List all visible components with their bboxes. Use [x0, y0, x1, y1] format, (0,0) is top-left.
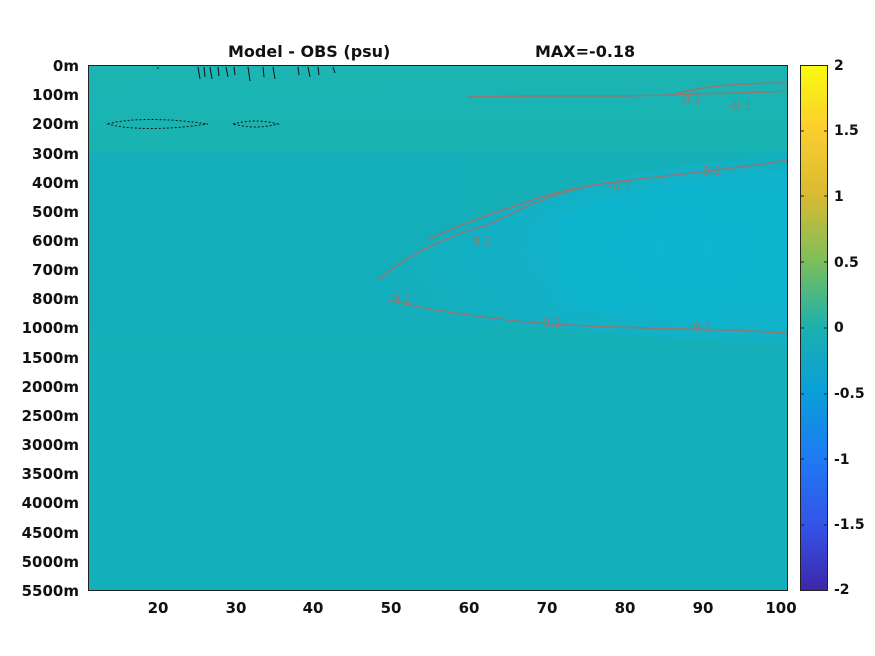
- y-tick-label: 1500m: [21, 349, 79, 367]
- tongue-core: [558, 170, 788, 330]
- x-tick-label: 30: [225, 599, 247, 617]
- surface-contour-marks: [106, 66, 336, 129]
- colorbar-tick-label: 1: [834, 189, 844, 205]
- colorbar-tick-label: -0.5: [834, 386, 865, 402]
- contour-line: [677, 82, 788, 94]
- contour-line: [377, 159, 788, 281]
- y-tick-label: 3500m: [21, 465, 79, 483]
- y-tick-label: 100m: [32, 86, 79, 104]
- y-tick-label: 0m: [52, 57, 79, 75]
- colorbar-tick-label: -1.5: [834, 517, 865, 533]
- colorbar-gradient: [800, 65, 828, 591]
- contour-line: [427, 179, 629, 241]
- y-tick-label: 300m: [32, 145, 79, 163]
- y-tick-label: 500m: [32, 203, 79, 221]
- contour-label: -0.1: [608, 179, 631, 193]
- plot-frame: [88, 65, 788, 591]
- colorbar-tick-label: 1.5: [834, 123, 859, 139]
- x-tick-label: 50: [380, 599, 402, 617]
- contour-label: -0.1: [678, 92, 701, 106]
- x-tick-label: 20: [147, 599, 169, 617]
- chart-title: Model - OBS (psu): [228, 42, 391, 61]
- contour-label: -0.1: [388, 292, 411, 306]
- lower-layer: [88, 355, 788, 591]
- y-tick-label: 4000m: [21, 494, 79, 512]
- y-tick-label: 1000m: [21, 319, 79, 337]
- colorbar-tick-label: 0: [834, 320, 844, 336]
- y-tick-label: 800m: [32, 290, 79, 308]
- colorbar-tick-label: -2: [834, 582, 850, 598]
- contour-line: [387, 299, 788, 334]
- surface-layer: [88, 65, 788, 153]
- y-tick-label: 700m: [32, 261, 79, 279]
- x-tick-label: 70: [536, 599, 558, 617]
- contour-label: -0.1: [688, 320, 711, 334]
- x-tick-label: 60: [458, 599, 480, 617]
- near-surface-band: [88, 110, 788, 150]
- contour-label: -0.1: [728, 99, 751, 113]
- y-tick-label: 4500m: [21, 524, 79, 542]
- y-tick-label: 3000m: [21, 436, 79, 454]
- y-tick-label: 5500m: [21, 582, 79, 600]
- y-tick-label: 5000m: [21, 553, 79, 571]
- contour-labels: -0.1 -0.1 -0.1 -0.1 -0.1 -0.1 -0.1 -0.1: [388, 92, 751, 334]
- contour-label: -0.1: [698, 164, 721, 178]
- contour-segment: [157, 66, 336, 82]
- y-tick-label: 2000m: [21, 378, 79, 396]
- contour-label: -0.1: [538, 316, 561, 330]
- y-tick-label: 200m: [32, 115, 79, 133]
- contour-lines: [377, 82, 788, 334]
- max-annotation: MAX=-0.18: [535, 42, 636, 61]
- colorbar-tick-label: 0.5: [834, 255, 859, 271]
- y-tick-label: 400m: [32, 174, 79, 192]
- x-tick-label: 90: [692, 599, 714, 617]
- heatmap-plot: -0.1 -0.1 -0.1 -0.1 -0.1 -0.1 -0.1 -0.1: [88, 65, 788, 591]
- contour-label: -0.1: [468, 234, 491, 248]
- x-tick-label: 40: [302, 599, 324, 617]
- colorbar-tick-label: -1: [834, 452, 850, 468]
- contour-ellipse: [106, 119, 209, 129]
- colorbar-tick-label: 2: [834, 58, 844, 74]
- colorbar: [800, 65, 828, 591]
- contour-line: [467, 90, 788, 98]
- y-tick-label: 600m: [32, 232, 79, 250]
- x-tick-label: 100: [765, 599, 797, 617]
- contour-ellipse: [231, 120, 280, 128]
- colorbar-frame: [800, 65, 828, 591]
- y-tick-label: 2500m: [21, 407, 79, 425]
- x-tick-label: 80: [614, 599, 636, 617]
